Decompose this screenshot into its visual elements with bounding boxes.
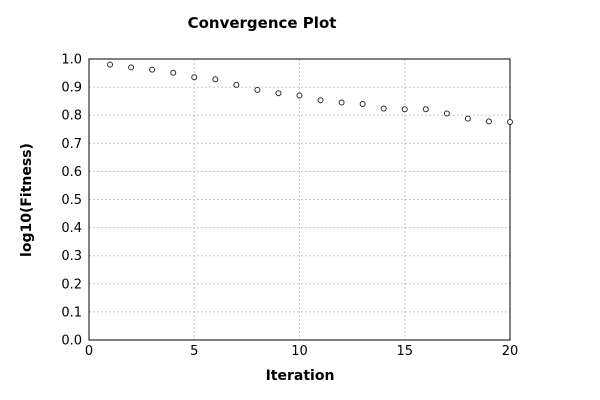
data-point — [401, 106, 408, 113]
data-point — [317, 97, 324, 104]
y-tick-label: 0.5 — [61, 193, 82, 208]
data-point — [380, 105, 387, 112]
data-point — [296, 92, 303, 99]
plot-border — [88, 58, 511, 341]
y-tick-label: 0.7 — [61, 137, 82, 152]
y-tick-label: 0.2 — [61, 277, 82, 292]
x-tick-label: 5 — [190, 344, 198, 359]
data-point — [128, 64, 135, 71]
data-point — [233, 81, 240, 88]
y-tick-label: 0.0 — [61, 334, 82, 349]
chart-title: Convergence Plot — [187, 14, 337, 32]
data-point — [464, 115, 471, 122]
y-tick-label: 0.3 — [61, 249, 82, 264]
data-point — [422, 106, 429, 113]
data-point — [443, 110, 450, 117]
data-point — [254, 86, 261, 93]
data-point — [359, 100, 366, 107]
data-point — [149, 66, 156, 73]
data-point — [107, 61, 114, 68]
y-tick-label: 0.1 — [61, 305, 82, 320]
y-tick-label: 0.4 — [61, 221, 82, 236]
data-point — [212, 76, 219, 83]
data-point — [191, 74, 198, 81]
x-axis-label: Iteration — [265, 368, 335, 384]
x-tick-label: 20 — [502, 344, 519, 359]
x-tick-label: 0 — [85, 344, 93, 359]
y-tick-label: 0.9 — [61, 81, 82, 96]
y-tick-label: 0.6 — [61, 165, 82, 180]
data-point — [507, 118, 513, 125]
y-tick-label: 1.0 — [61, 53, 82, 68]
x-tick-label: 10 — [291, 344, 308, 359]
x-tick-label: 15 — [396, 344, 413, 359]
y-tick-label: 0.8 — [61, 109, 82, 124]
data-point — [170, 69, 177, 76]
data-point — [485, 118, 492, 125]
data-point — [275, 90, 282, 97]
data-point — [338, 99, 345, 106]
